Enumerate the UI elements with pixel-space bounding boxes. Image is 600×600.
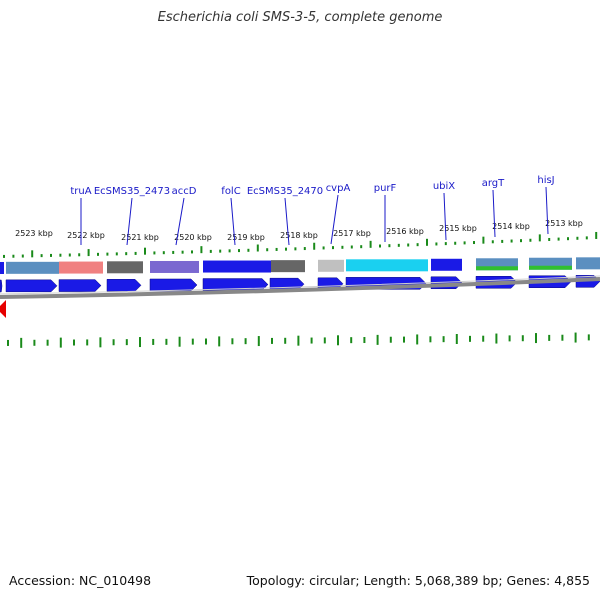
cog-block	[107, 261, 143, 274]
cds-arrow	[149, 278, 198, 292]
gene-leader-line	[443, 192, 447, 241]
cog-block	[271, 260, 305, 273]
kbp-label: 2519 kbp	[227, 233, 265, 242]
cds-arrow	[0, 279, 3, 293]
cog-block	[576, 257, 600, 270]
backbone-highlight	[0, 275, 600, 295]
gene-label: hisJ	[537, 175, 554, 186]
gene-label: accD	[172, 186, 197, 197]
gene-leader-line	[175, 197, 185, 246]
kbp-label: 2515 kbp	[439, 224, 477, 233]
kbp-label: 2513 kbp	[545, 219, 583, 228]
gene-label: EcSMS35_2473	[94, 186, 170, 197]
cds-arrow	[58, 279, 102, 292]
cog-block	[431, 258, 462, 271]
gene-label-track: truA EcSMS35_2473 accD folC EcSMS35_2470 cvpA…	[70, 175, 555, 246]
gene-leader-line	[126, 197, 133, 246]
kbp-label: 2520 kbp	[174, 233, 212, 242]
tick-track-bottom	[7, 332, 590, 348]
gene-label: truA	[70, 186, 91, 197]
cog-block	[150, 260, 199, 273]
accession-text: Accession: NC_010498	[9, 573, 152, 588]
kbp-label: 2518 kbp	[280, 231, 318, 240]
gene-label: cvpA	[326, 183, 351, 194]
gene-label: EcSMS35_2470	[247, 186, 323, 197]
gene-label: ubiX	[433, 181, 455, 192]
kbp-label: 2523 kbp	[15, 229, 53, 238]
cog-block	[6, 261, 59, 274]
gene-label: purF	[374, 183, 397, 194]
kbp-label: 2514 kbp	[492, 222, 530, 231]
gene-leader-line	[492, 189, 496, 238]
topology-text: Topology: circular; Length: 5,068,389 bp…	[246, 573, 590, 588]
cog-block	[318, 259, 344, 272]
position-marker-icon[interactable]	[0, 300, 6, 318]
kbp-label: 2516 kbp	[386, 227, 424, 236]
page-title: Escherichia coli SMS-3-5, complete genom…	[157, 10, 443, 25]
cog-block	[0, 261, 4, 274]
cds-arrow	[5, 279, 58, 293]
kbp-label: 2521 kbp	[121, 233, 159, 242]
gene-leader-line	[230, 197, 236, 246]
gene-leader-line	[330, 194, 339, 245]
gene-leader-line	[284, 197, 290, 246]
cds-arrow	[106, 279, 142, 292]
cog-block	[203, 260, 271, 273]
genome-backbone	[0, 275, 600, 299]
cog-block	[476, 266, 518, 271]
backbone-arc	[0, 277, 600, 299]
cog-block	[346, 259, 428, 272]
cog-color-track	[0, 257, 600, 274]
kbp-label: 2522 kbp	[67, 231, 105, 240]
kbp-label: 2517 kbp	[333, 229, 371, 238]
cog-block	[59, 261, 103, 274]
tick-track-top	[3, 231, 598, 258]
gene-leader-line	[545, 186, 549, 235]
gene-label: argT	[482, 178, 505, 189]
cog-block	[529, 265, 572, 270]
kbp-label-track: 2523 kbp 2522 kbp 2521 kbp 2520 kbp 2519 kbp…	[15, 219, 583, 242]
gene-label: folC	[221, 186, 240, 197]
